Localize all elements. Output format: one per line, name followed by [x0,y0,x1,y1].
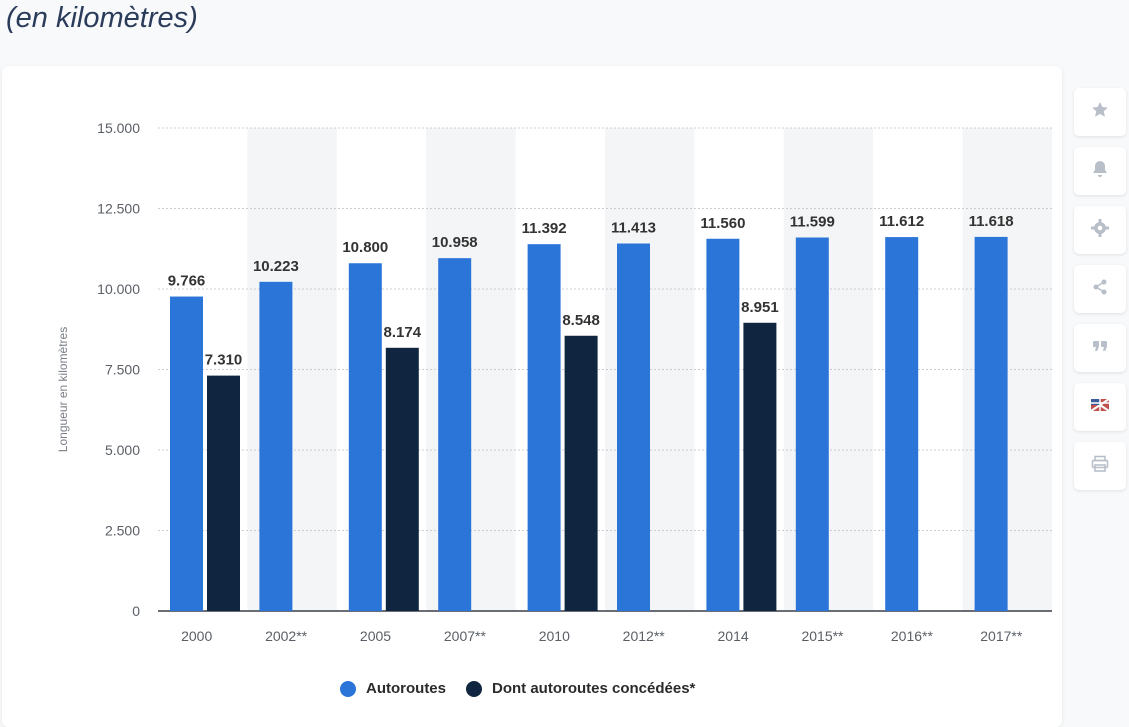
data-label-autoroutes-concedees: 8.951 [741,299,779,316]
legend-label-series-1: Autoroutes [366,680,446,697]
star-icon [1090,100,1110,125]
x-tick-label: 2005 [360,628,391,644]
x-tick-label: 2016** [891,628,934,644]
bar-autoroutes-concedees [564,335,598,611]
bar-autoroutes-concedees [207,375,240,611]
bell-button[interactable] [1074,147,1126,195]
bar-autoroutes [706,238,740,611]
bar-autoroutes [527,244,561,611]
bar-autoroutes-concedees [743,322,777,611]
legend-label-series-2: Dont autoroutes concédées* [492,680,696,697]
y-tick-label: 0 [132,603,140,619]
x-tick-label: 2012** [623,628,666,644]
data-label-autoroutes: 11.599 [790,214,835,231]
x-tick-label: 2000 [181,628,212,644]
legend-marker-series-2 [466,680,482,697]
bar-chart: 0 2.500 5.000 7.500 10.000 12.500 15.000 Longue… [56,120,1052,644]
gear-button[interactable] [1074,206,1126,254]
x-tick-label: 2014 [718,628,749,644]
y-tick-label: 10.000 [97,281,140,297]
legend-marker-series-1 [340,680,356,697]
bar-autoroutes [348,263,382,611]
data-label-autoroutes: 11.392 [522,220,567,237]
share-icon [1090,277,1110,302]
bar-autoroutes [259,281,293,611]
y-tick-label: 12.500 [97,201,140,217]
data-label-autoroutes: 10.800 [342,239,388,256]
star-button[interactable] [1074,88,1126,136]
quote-button[interactable] [1074,324,1126,372]
y-tick-label: 5.000 [105,442,140,458]
y-tick-label: 2.500 [105,523,140,539]
bell-icon [1090,159,1110,184]
chart-legend: Autoroutes Dont autoroutes concédées* [340,680,715,697]
bar-autoroutes [617,243,650,611]
page-heading: (en kilomètres) [6,2,198,34]
bar-autoroutes [170,296,203,611]
print-button[interactable] [1074,442,1126,490]
x-tick-label: 2017** [980,628,1023,644]
bar-autoroutes [974,236,1008,612]
legend-item-series-1[interactable]: Autoroutes [340,680,446,697]
data-label-autoroutes: 10.958 [432,234,478,251]
x-tick-label: 2015** [801,628,844,644]
bar-autoroutes [438,258,472,611]
gear-icon [1090,218,1110,243]
share-button[interactable] [1074,265,1126,313]
x-tick-label: 2010 [539,628,570,644]
bar-autoroutes-concedees [385,347,419,611]
x-tick-label: 2007** [444,628,487,644]
x-tick-label: 2002** [265,628,308,644]
y-tick-label: 15.000 [97,120,140,136]
data-label-autoroutes: 10.223 [253,258,299,275]
data-label-autoroutes-concedees: 8.548 [562,312,600,329]
data-label-autoroutes: 11.413 [611,220,656,237]
bar-autoroutes [885,237,919,611]
y-tick-label: 7.500 [105,362,140,378]
data-label-autoroutes: 11.618 [969,213,1014,230]
legend-item-series-2[interactable]: Dont autoroutes concédées* [466,680,695,697]
data-label-autoroutes: 9.766 [168,273,206,290]
bar-autoroutes [795,237,829,611]
flag-button[interactable] [1074,383,1126,431]
chart-card: 0 2.500 5.000 7.500 10.000 12.500 15.000 Longue… [2,66,1062,727]
y-axis-label: Longueur en kilomètres [56,327,70,452]
print-icon [1090,454,1110,479]
data-label-autoroutes-concedees: 7.310 [205,352,243,369]
chart-toolbar [1074,88,1126,501]
data-label-autoroutes: 11.612 [879,213,924,230]
quote-icon [1090,336,1110,361]
data-label-autoroutes: 11.560 [700,215,745,232]
data-label-autoroutes-concedees: 8.174 [384,324,422,341]
flag-icon [1090,395,1110,420]
